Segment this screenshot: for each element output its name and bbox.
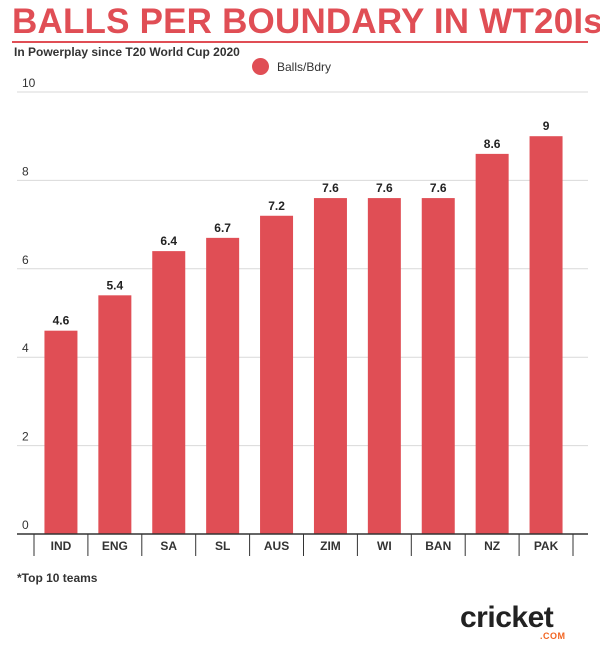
data-label: 6.7: [214, 221, 231, 235]
data-label: 5.4: [107, 278, 124, 292]
data-label: 8.6: [484, 137, 501, 151]
bar: [98, 295, 132, 534]
data-label: 4.6: [53, 314, 70, 328]
bar: [44, 330, 78, 534]
chart-title: BALLS PER BOUNDARY IN WT20Is: [12, 2, 600, 41]
x-tick-label: ENG: [102, 539, 128, 553]
data-label: 7.6: [322, 181, 339, 195]
y-axis-ticks: 0 2 4 6 8 10: [22, 76, 36, 532]
x-tick-label: NZ: [484, 539, 500, 553]
data-label: 7.6: [376, 181, 393, 195]
y-tick-label: 0: [22, 518, 29, 532]
title-underline: [12, 41, 588, 43]
legend-label: Balls/Bdry: [277, 59, 332, 74]
y-tick-label: 4: [22, 341, 29, 355]
data-label: 6.4: [160, 234, 177, 248]
y-tick-label: 6: [22, 253, 29, 267]
bar: [152, 251, 186, 534]
bar: [367, 198, 401, 534]
y-tick-label: 2: [22, 430, 29, 444]
x-tick-label: BAN: [425, 539, 451, 553]
data-labels: 4.6 5.4 6.4 6.7 7.2 7.6 7.6 7.6 8.6 9: [53, 119, 550, 327]
y-tick-label: 8: [22, 164, 29, 178]
cricket-com-logo: cricket .COM: [460, 603, 575, 643]
bar: [260, 215, 294, 534]
x-axis: IND ENG SA SL AUS ZIM WI BAN NZ PAK: [17, 533, 588, 556]
data-label: 7.6: [430, 181, 447, 195]
logo-suffix: .COM: [540, 631, 566, 641]
bar: [206, 237, 240, 535]
x-tick-label: WI: [377, 539, 392, 553]
x-tick-label: IND: [51, 539, 72, 553]
bar: [313, 198, 347, 534]
y-tick-label: 10: [22, 76, 36, 90]
legend-swatch: [252, 58, 269, 75]
x-tick-label: ZIM: [320, 539, 341, 553]
bar: [529, 136, 563, 534]
data-label: 7.2: [268, 199, 285, 213]
bar: [475, 153, 509, 534]
chart-subtitle: In Powerplay since T20 World Cup 2020: [14, 45, 240, 59]
bars: [44, 136, 563, 535]
footnote: *Top 10 teams: [17, 571, 98, 585]
logo-wordmark: cricket: [460, 601, 554, 634]
data-label: 9: [543, 119, 550, 133]
x-tick-label: AUS: [264, 539, 289, 553]
legend: Balls/Bdry: [252, 58, 331, 75]
x-tick-label: SL: [215, 539, 230, 553]
x-tick-label: PAK: [534, 539, 559, 553]
bar: [421, 198, 455, 534]
x-tick-label: SA: [160, 539, 177, 553]
